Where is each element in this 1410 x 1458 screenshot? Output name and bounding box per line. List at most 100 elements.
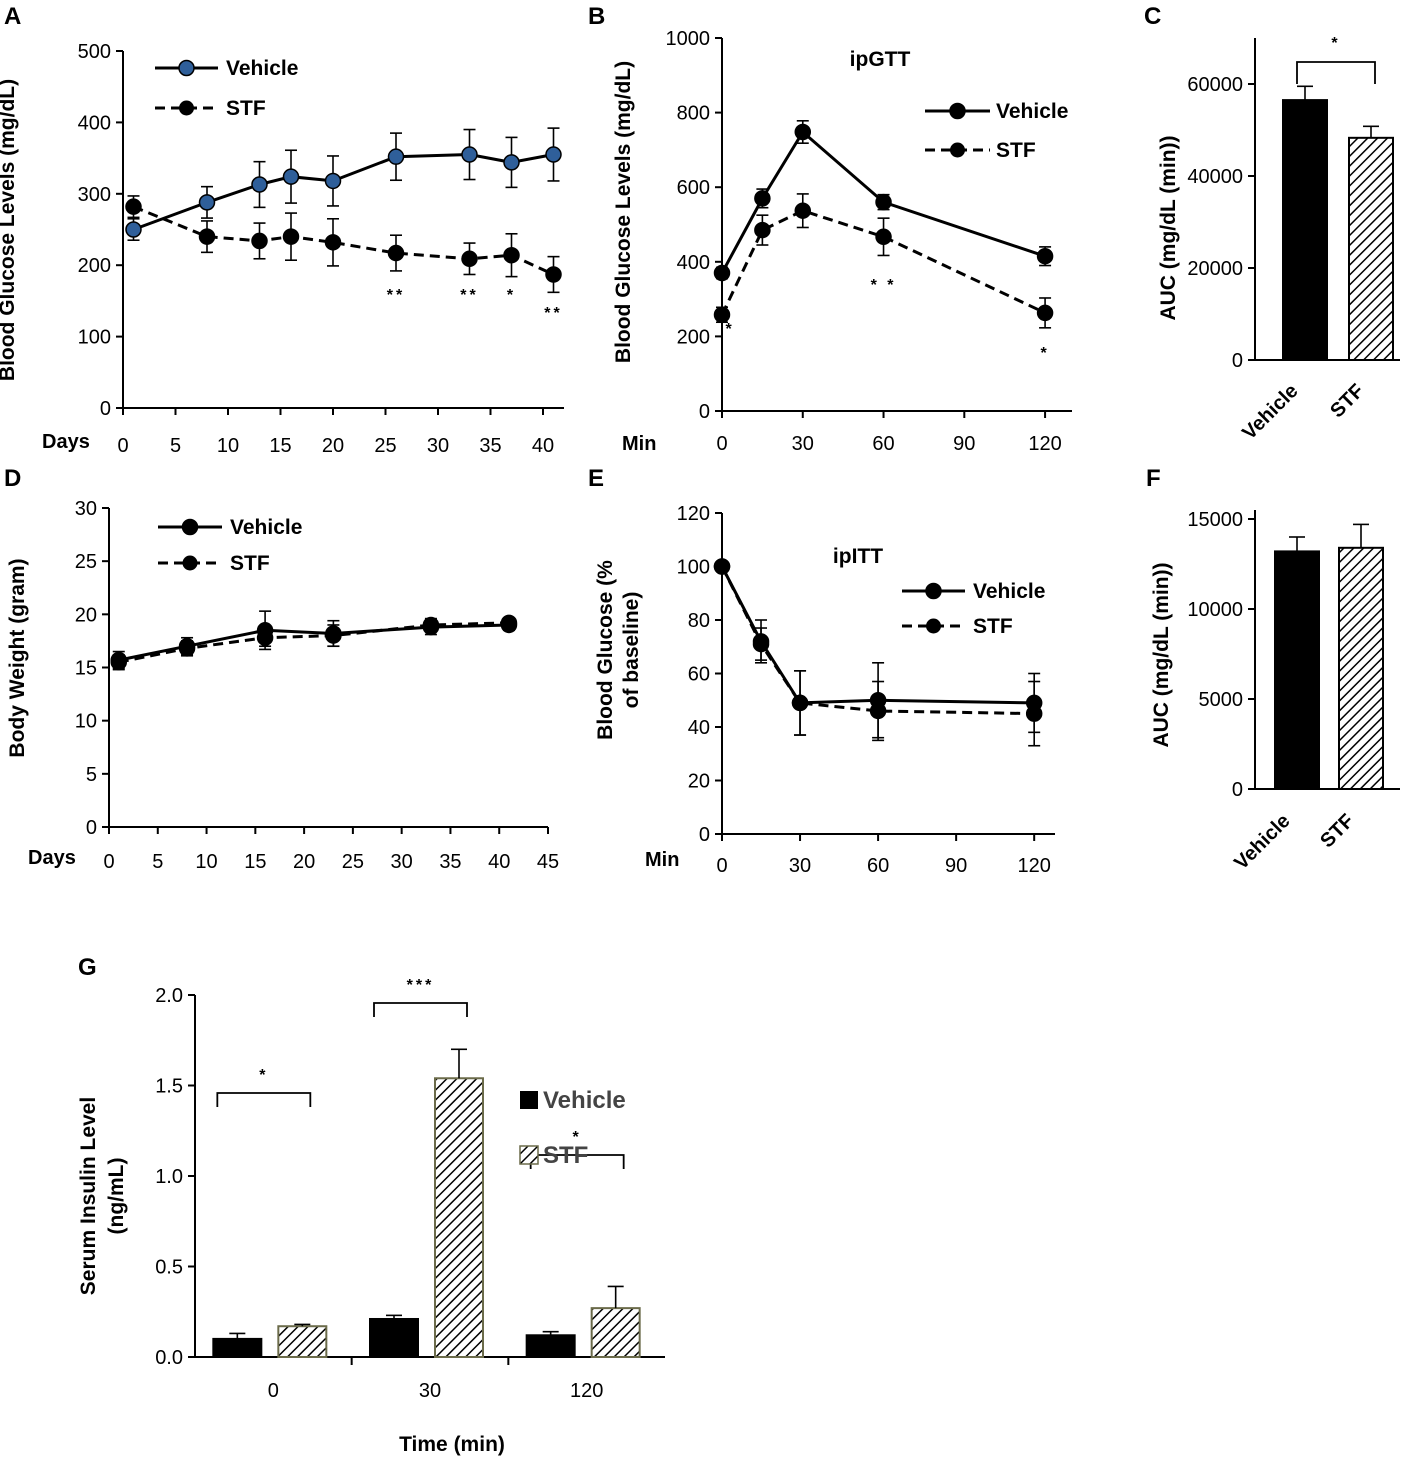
category-label: Vehicle <box>1238 380 1302 444</box>
data-point-stf <box>752 635 770 653</box>
data-point-vehicle <box>875 193 892 211</box>
x-tick-label: 30 <box>427 435 449 457</box>
x-tick-label: 10 <box>195 851 217 873</box>
y-axis-title-line: Blood Glucose (% <box>594 560 617 740</box>
legend-label-stf: STF <box>230 552 270 575</box>
legend-label-vehicle: Vehicle <box>226 57 298 80</box>
panel-letter-e: E <box>588 465 604 492</box>
legend-swatch-vehicle <box>520 1091 538 1109</box>
y-tick-label: 0 <box>699 401 710 423</box>
y-tick-label: 200 <box>677 326 710 348</box>
y-tick-label: 2.0 <box>155 985 183 1007</box>
data-point-stf <box>178 640 196 657</box>
data-point-stf <box>545 266 562 283</box>
y-tick-label: 60000 <box>1187 74 1243 96</box>
bar-vehicle-120 <box>525 1334 576 1359</box>
y-axis-title: Serum Insulin Level (ng/mL) <box>77 1097 128 1295</box>
x-tick-label: 25 <box>342 851 364 873</box>
y-axis-title-line: (ng/mL) <box>105 1158 128 1235</box>
x-tick-label: 120 <box>570 1380 603 1402</box>
data-point-stf <box>125 198 142 215</box>
x-tick-label: 90 <box>953 433 975 455</box>
data-point-stf <box>282 228 300 245</box>
y-tick-label: 1.0 <box>155 1166 183 1188</box>
data-point-stf <box>869 702 887 720</box>
significance-mark: * <box>573 1129 582 1146</box>
x-axis-title: Time (min) <box>399 1433 505 1456</box>
y-axis-title-line: Serum Insulin Level <box>77 1097 100 1295</box>
x-tick-label: 90 <box>945 855 967 877</box>
y-tick-label: 80 <box>688 610 710 632</box>
y-tick-label: 40000 <box>1187 166 1243 188</box>
x-tick-label: 45 <box>537 851 559 873</box>
bar-vehicle <box>1282 99 1328 361</box>
data-point-vehicle <box>545 146 562 163</box>
y-tick-label: 1.5 <box>155 1076 183 1098</box>
significance-bracket <box>216 1092 312 1107</box>
legend-marker-stf <box>950 142 965 158</box>
y-tick-label: 5 <box>86 764 97 786</box>
data-point-stf <box>1025 705 1043 722</box>
significance-bracket <box>373 1002 468 1017</box>
x-tick-label: 0 <box>268 1380 279 1402</box>
data-point-vehicle <box>461 146 478 163</box>
x-tick-label: 40 <box>488 851 510 873</box>
data-point-stf <box>713 558 731 575</box>
y-axis-title: Blood Glucose (% of baseline) <box>594 560 643 740</box>
legend-label-stf: STF <box>226 97 266 120</box>
y-tick-label: 10 <box>75 711 97 733</box>
legend-label-vehicle: Vehicle <box>996 100 1068 123</box>
significance-mark: ** <box>544 305 562 322</box>
data-point-vehicle <box>794 123 812 141</box>
significance-mark: * <box>1331 35 1340 52</box>
series-line-stf <box>118 621 510 664</box>
panel-e-chart: 0 20 40 60 80 100 120 0 30 60 90 120 Min Blood Glucos… <box>594 503 1055 877</box>
x-tick-label: 120 <box>1028 433 1061 455</box>
y-tick-label: 1000 <box>666 28 711 50</box>
data-point-vehicle <box>251 176 268 193</box>
legend-marker-stf <box>182 555 198 571</box>
data-point-stf <box>198 228 216 245</box>
legend-marker-vehicle <box>178 59 195 77</box>
chart-title: ipITT <box>833 545 883 568</box>
x-tick-label: 30 <box>792 433 814 455</box>
category-label: Vehicle <box>1230 810 1294 874</box>
x-tick-label: 15 <box>244 851 266 873</box>
data-point-stf <box>324 234 342 251</box>
x-tick-label: 5 <box>170 435 181 457</box>
y-tick-label: 600 <box>677 177 710 199</box>
series-line-stf <box>132 205 555 276</box>
significance-mark: * * <box>871 277 897 294</box>
data-point-stf <box>325 627 342 644</box>
panel-c-chart: 0 20000 40000 60000 AUC (mg/dL (min)) Vehicle… <box>1157 35 1400 444</box>
x-tick-label: 25 <box>374 435 396 457</box>
y-tick-label: 20 <box>75 604 97 626</box>
data-point-stf <box>794 202 812 219</box>
data-point-stf <box>251 232 268 250</box>
y-tick-label: 800 <box>677 103 710 125</box>
legend-marker-stf <box>179 100 194 116</box>
data-point-vehicle <box>324 172 342 190</box>
data-point-stf <box>1036 304 1054 322</box>
data-point-stf <box>503 246 520 264</box>
y-tick-label: 25 <box>75 551 97 573</box>
significance-mark: ** <box>460 287 478 304</box>
panel-letter-d: D <box>4 465 21 492</box>
x-tick-label: 0 <box>716 855 727 877</box>
y-tick-label: 20 <box>688 771 710 793</box>
bar-stf-0 <box>277 1325 328 1358</box>
panel-letter-g: G <box>78 954 97 981</box>
significance-bracket <box>1296 61 1376 84</box>
y-axis-title: Body Weight (gram) <box>6 558 29 757</box>
significance-mark: * <box>725 321 734 338</box>
data-point-vehicle <box>282 168 300 185</box>
x-axis-name: Min <box>622 433 656 455</box>
legend-label-stf: STF <box>973 615 1013 638</box>
x-tick-label: 35 <box>439 851 461 873</box>
y-tick-label: 400 <box>677 252 710 274</box>
x-tick-label: 35 <box>479 435 501 457</box>
x-tick-label: 40 <box>532 435 554 457</box>
legend-swatch-stf <box>519 1145 539 1165</box>
x-tick-label: 30 <box>419 1380 441 1402</box>
